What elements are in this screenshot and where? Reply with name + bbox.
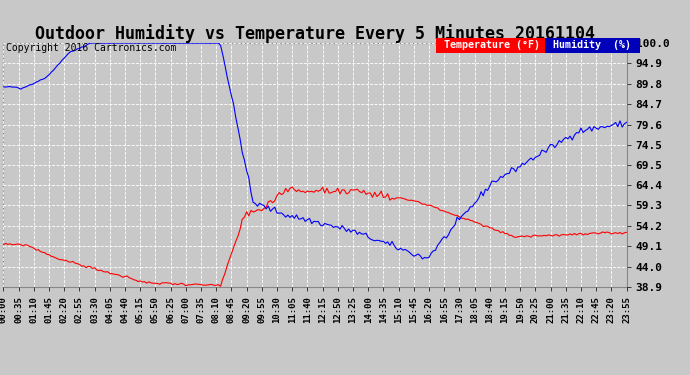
Title: Outdoor Humidity vs Temperature Every 5 Minutes 20161104: Outdoor Humidity vs Temperature Every 5 … <box>35 24 595 43</box>
Text: Humidity  (%): Humidity (%) <box>547 40 637 50</box>
Text: Copyright 2016 Cartronics.com: Copyright 2016 Cartronics.com <box>6 43 176 53</box>
Text: Temperature (°F): Temperature (°F) <box>438 40 546 50</box>
